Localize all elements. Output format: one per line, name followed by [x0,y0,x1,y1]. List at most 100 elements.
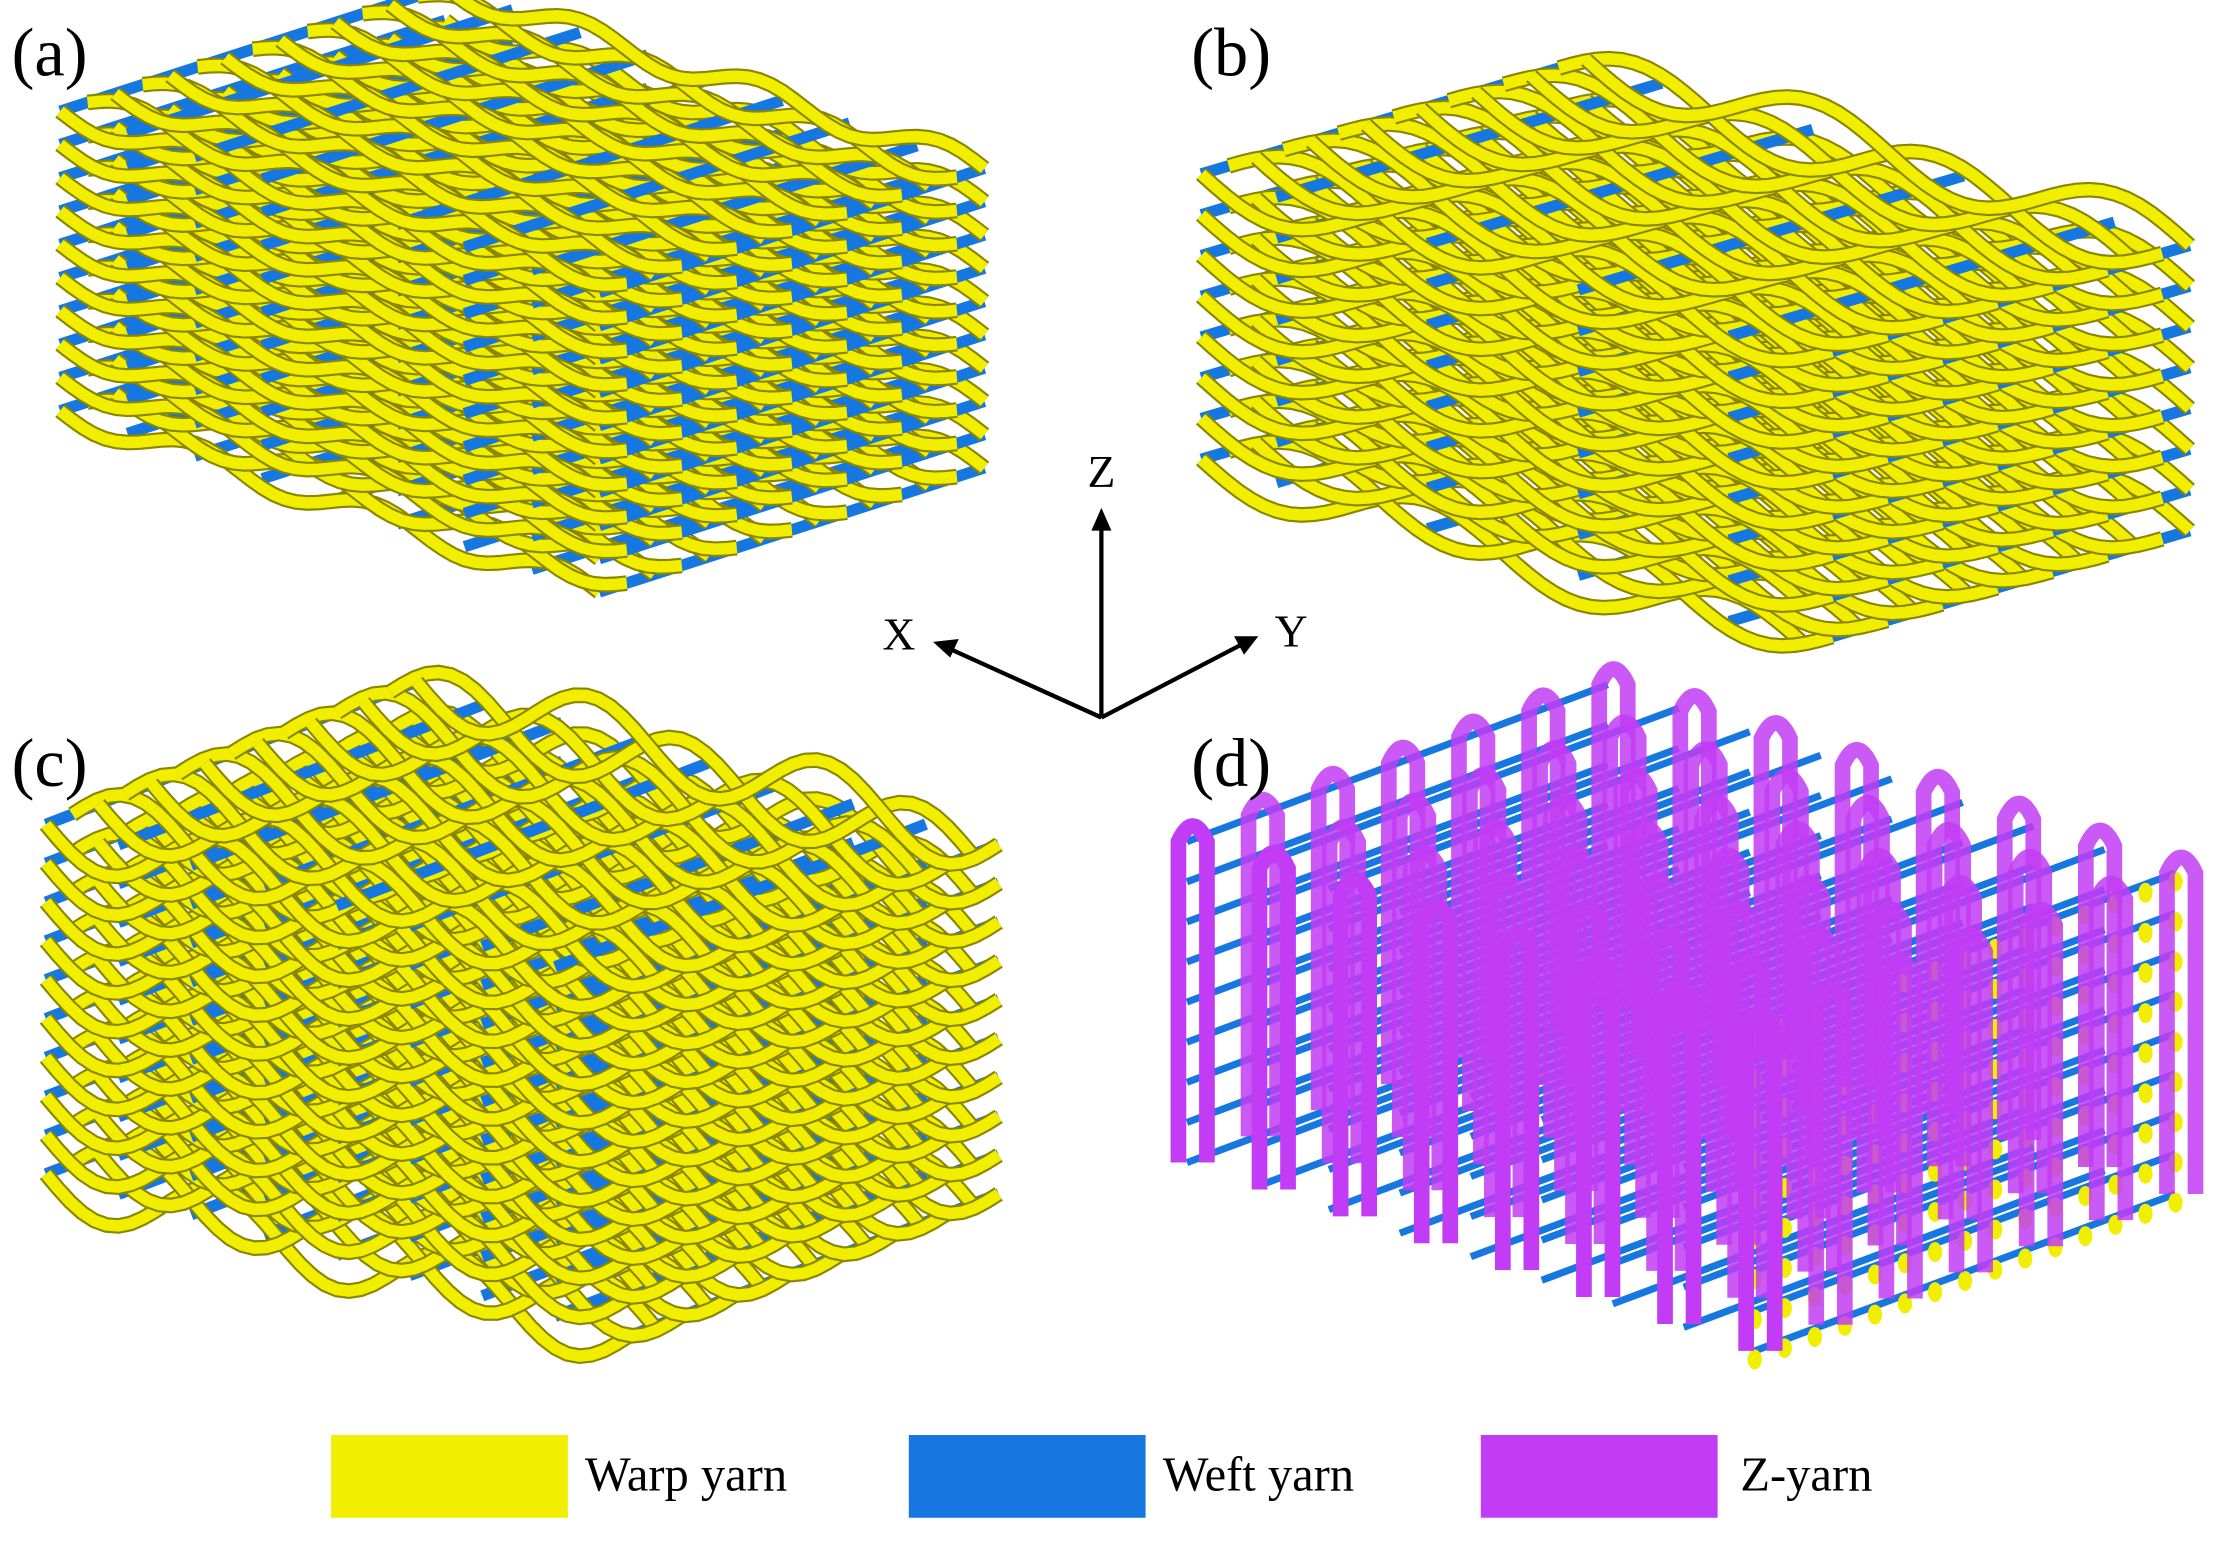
weave-block [39,664,1003,1365]
warp-yarn [94,1149,684,1342]
panel-label: (c) [12,725,88,801]
warp-yarn [94,955,684,1148]
legend-label: Weft yarn [1163,1448,1354,1501]
warp-yarn [1927,1242,1943,1263]
z-yarn [1727,953,1772,1298]
z-yarn [1694,794,1739,1139]
weave-drawings [39,0,2204,1370]
warp-yarn [41,1053,631,1246]
warp-yarn [1867,1304,1883,1325]
axis-label: Z [1087,446,1115,497]
z-yarn [1240,792,1285,1137]
warp-yarn [2138,1003,2153,1024]
warp-yarn [111,89,658,280]
z-yarn [1948,928,1993,1273]
warp-yarn [452,0,988,173]
panel-label: (b) [1191,15,1271,91]
z-yarn [1251,845,1296,1190]
warp-yarn [2138,922,2153,943]
warp-yarn [94,800,684,993]
warp-yarn [56,306,603,497]
z-yarn [1591,661,1636,1006]
z-yarn [1576,952,1621,1298]
warp-yarn [41,1092,631,1285]
legend-swatch [908,1435,1146,1518]
warp-yarn [94,1072,684,1264]
arrowhead [1091,507,1112,531]
z-yarn [1646,926,1691,1271]
weave-block [1170,661,2204,1370]
z-yarn [1554,846,1599,1191]
z-yarn [1797,927,1842,1272]
warp-yarn [166,71,713,262]
warp-yarn [1582,55,2194,250]
z-yarn [1565,899,1610,1245]
z-yarn [1786,874,1831,1219]
z-yarn [1532,740,1577,1085]
z-yarn [1683,741,1728,1086]
warp-yarn [94,878,684,1070]
axis-triad [933,507,1259,720]
z-yarn [1834,742,1879,1087]
warp-yarn [94,839,684,1031]
z-yarn [2088,875,2134,1221]
warp-yarn [56,206,603,397]
z-yarn [1310,766,1356,1111]
warp-yarn [56,406,603,597]
warp-yarn [2018,1248,2033,1269]
legend-swatch [331,1435,568,1518]
warp-yarn [2138,963,2153,983]
warp-yarn [412,678,1002,870]
z-yarn [1937,875,1982,1220]
z-yarn [2007,848,2053,1194]
warp-yarn [94,994,684,1187]
warp-yarn [41,820,631,1013]
warp-yarn [2138,1203,2153,1224]
z-yarn [1915,769,1961,1114]
z-yarn [1451,713,1496,1058]
warp-yarn [94,1033,684,1225]
warp-yarn [2138,1043,2153,1064]
z-yarn [2159,849,2204,1194]
warp-yarn [1807,1327,1822,1347]
warp-yarn [200,759,790,952]
z-yarn [1716,900,1761,1245]
weft-yarn [1185,721,1610,886]
axis-label: Y [1275,606,1308,657]
z-yarn [1321,819,1367,1164]
z-yarn [1996,795,2042,1141]
warp-yarn [386,0,933,191]
z-yarn [1413,899,1459,1244]
panel-label: (a) [12,15,88,91]
warp-yarn [56,239,603,431]
z-yarn [1170,818,1215,1163]
warp-yarn [41,859,631,1052]
z-yarn [1657,979,1702,1324]
z-yarn [1635,873,1680,1218]
warp-yarn [2078,1186,2093,1206]
x-axis [949,647,1103,720]
z-yarn [1856,848,1901,1193]
z-yarn [1602,714,1647,1059]
warp-yarn [56,273,603,464]
warp-yarn [331,18,878,209]
warp-yarn [1747,1349,1762,1370]
z-yarn [1878,954,1923,1299]
z-yarn [1624,820,1669,1165]
z-yarn [1494,925,1540,1271]
z-yarn [1672,688,1717,1033]
warp-yarn [41,898,631,1091]
z-yarn [2077,822,2123,1168]
z-yarn [1705,847,1750,1192]
legend: Warp yarn Weft yarn Z-yarn [331,1435,1872,1518]
warp-yarn [221,53,768,244]
arrowhead [1234,636,1259,655]
z-yarn [1738,1006,1783,1351]
warp-yarn [56,373,603,564]
weave-block [55,0,990,599]
panel-label: (d) [1191,725,1271,801]
warp-yarn [2078,1226,2093,1247]
z-yarn [1543,793,1588,1138]
